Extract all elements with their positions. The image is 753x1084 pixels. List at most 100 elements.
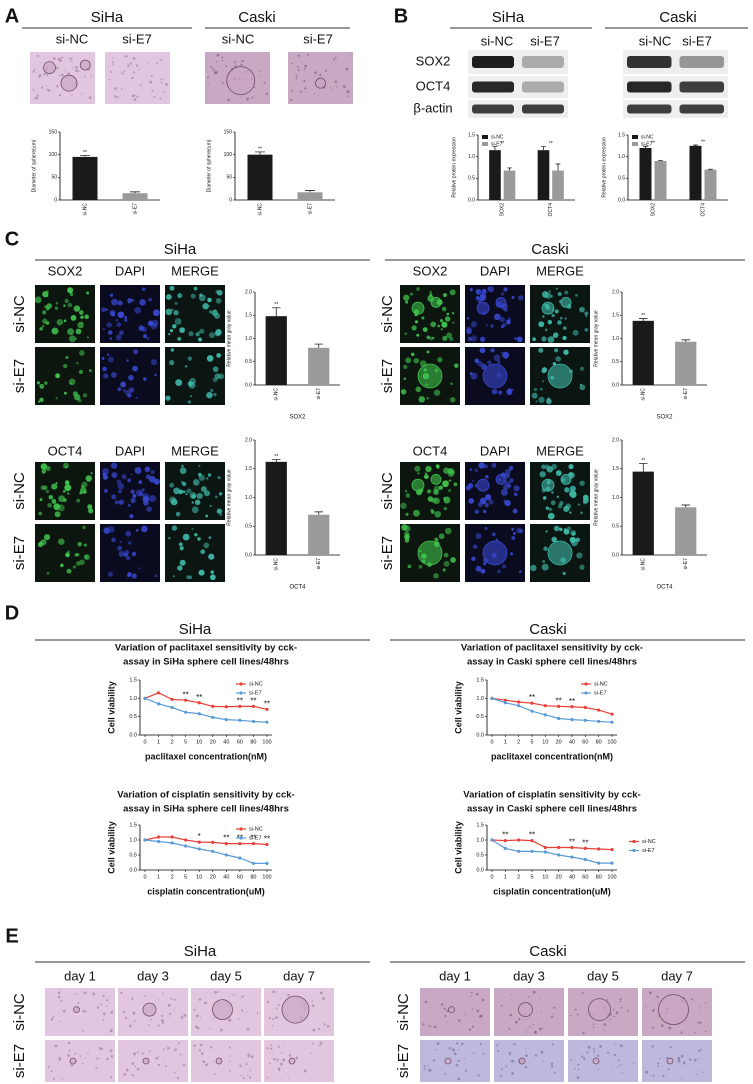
cell xyxy=(178,489,184,495)
cell xyxy=(704,1030,707,1033)
x-tick-label: si-NC xyxy=(641,388,647,401)
cell xyxy=(214,990,217,994)
micrograph xyxy=(45,988,115,1036)
cell xyxy=(490,324,494,328)
cell xyxy=(582,497,589,504)
bar xyxy=(247,154,273,200)
cell xyxy=(580,366,584,371)
cell xyxy=(45,489,50,494)
point xyxy=(597,861,601,865)
cell xyxy=(529,1026,531,1028)
micrograph xyxy=(400,524,460,582)
stain-label: DAPI xyxy=(480,263,510,278)
significance: ** xyxy=(529,693,535,702)
cell xyxy=(102,1012,106,1016)
cell xyxy=(108,571,114,577)
cell xyxy=(457,1059,460,1062)
cell xyxy=(502,351,510,359)
cell xyxy=(496,1044,499,1047)
y-axis-label: Relative mean gray value xyxy=(593,310,599,367)
cell xyxy=(491,388,498,395)
stain-label: OCT4 xyxy=(48,443,83,458)
legend-marker xyxy=(584,691,588,695)
x-axis-label: SOX2 xyxy=(656,415,673,421)
y-tick-label: 0.0 xyxy=(476,867,484,873)
cell xyxy=(609,1018,611,1021)
cell xyxy=(58,94,62,97)
x-tick-label: 100 xyxy=(262,739,271,745)
cell xyxy=(138,480,143,484)
cell xyxy=(110,462,118,469)
cell xyxy=(216,991,219,994)
micrograph xyxy=(100,462,160,520)
cell xyxy=(169,285,175,291)
cell xyxy=(542,291,549,298)
cell xyxy=(228,1018,232,1022)
cell xyxy=(215,297,222,304)
y-tick-label: 0.5 xyxy=(476,714,484,720)
x-tick-label: 20 xyxy=(556,739,562,745)
cell xyxy=(297,68,300,71)
cell xyxy=(195,332,200,337)
cell xyxy=(129,62,133,65)
cell xyxy=(534,1031,537,1035)
cell xyxy=(219,513,222,516)
cell xyxy=(580,1055,584,1058)
cell xyxy=(70,315,77,321)
cell xyxy=(442,480,449,488)
day-label: day 3 xyxy=(137,968,169,983)
cell xyxy=(216,353,221,358)
cell xyxy=(126,359,129,362)
cell xyxy=(132,56,136,60)
significance: ** xyxy=(569,838,575,847)
point xyxy=(543,845,547,850)
blot-band xyxy=(522,104,564,114)
x-tick-label: si-E7 xyxy=(316,388,322,400)
cell xyxy=(319,1044,321,1047)
cell xyxy=(114,87,117,90)
cell xyxy=(697,1049,701,1052)
cell xyxy=(149,475,156,483)
cell xyxy=(110,1054,114,1058)
error-bar xyxy=(272,307,281,317)
cell-line-header: SiHa xyxy=(184,943,217,960)
cell xyxy=(576,1076,580,1080)
point xyxy=(265,720,269,724)
cell xyxy=(68,335,76,343)
cell xyxy=(249,1069,252,1072)
point xyxy=(490,696,494,700)
cell xyxy=(33,69,36,71)
micrograph xyxy=(400,462,460,520)
cell xyxy=(555,287,558,290)
cell xyxy=(429,293,433,297)
cell xyxy=(534,1054,538,1057)
y-tick-label: 1.5 xyxy=(476,677,484,683)
cell xyxy=(156,62,158,65)
group-label: si-E7 xyxy=(122,31,152,46)
cell xyxy=(311,1042,314,1045)
cell xyxy=(38,76,41,78)
x-axis-label: SOX2 xyxy=(289,415,306,421)
cell xyxy=(451,1048,455,1052)
cell xyxy=(495,538,499,542)
cell xyxy=(471,991,473,994)
y-axis-label: Cell viability xyxy=(453,681,463,734)
point xyxy=(224,705,228,709)
cell xyxy=(65,552,70,558)
cell xyxy=(504,468,511,475)
blot-band xyxy=(627,81,672,93)
cell xyxy=(210,65,213,68)
cell xyxy=(150,74,153,78)
cell xyxy=(411,352,415,357)
cell xyxy=(70,60,73,62)
x-tick-label: 60 xyxy=(582,739,588,745)
cell xyxy=(583,1057,586,1060)
significance: ** xyxy=(264,835,270,844)
cell xyxy=(514,336,517,340)
micrograph xyxy=(264,988,334,1036)
point xyxy=(570,845,574,850)
x-tick-label: 1 xyxy=(157,874,160,880)
cell xyxy=(55,301,59,305)
cell xyxy=(81,93,83,95)
cell xyxy=(593,1050,596,1053)
